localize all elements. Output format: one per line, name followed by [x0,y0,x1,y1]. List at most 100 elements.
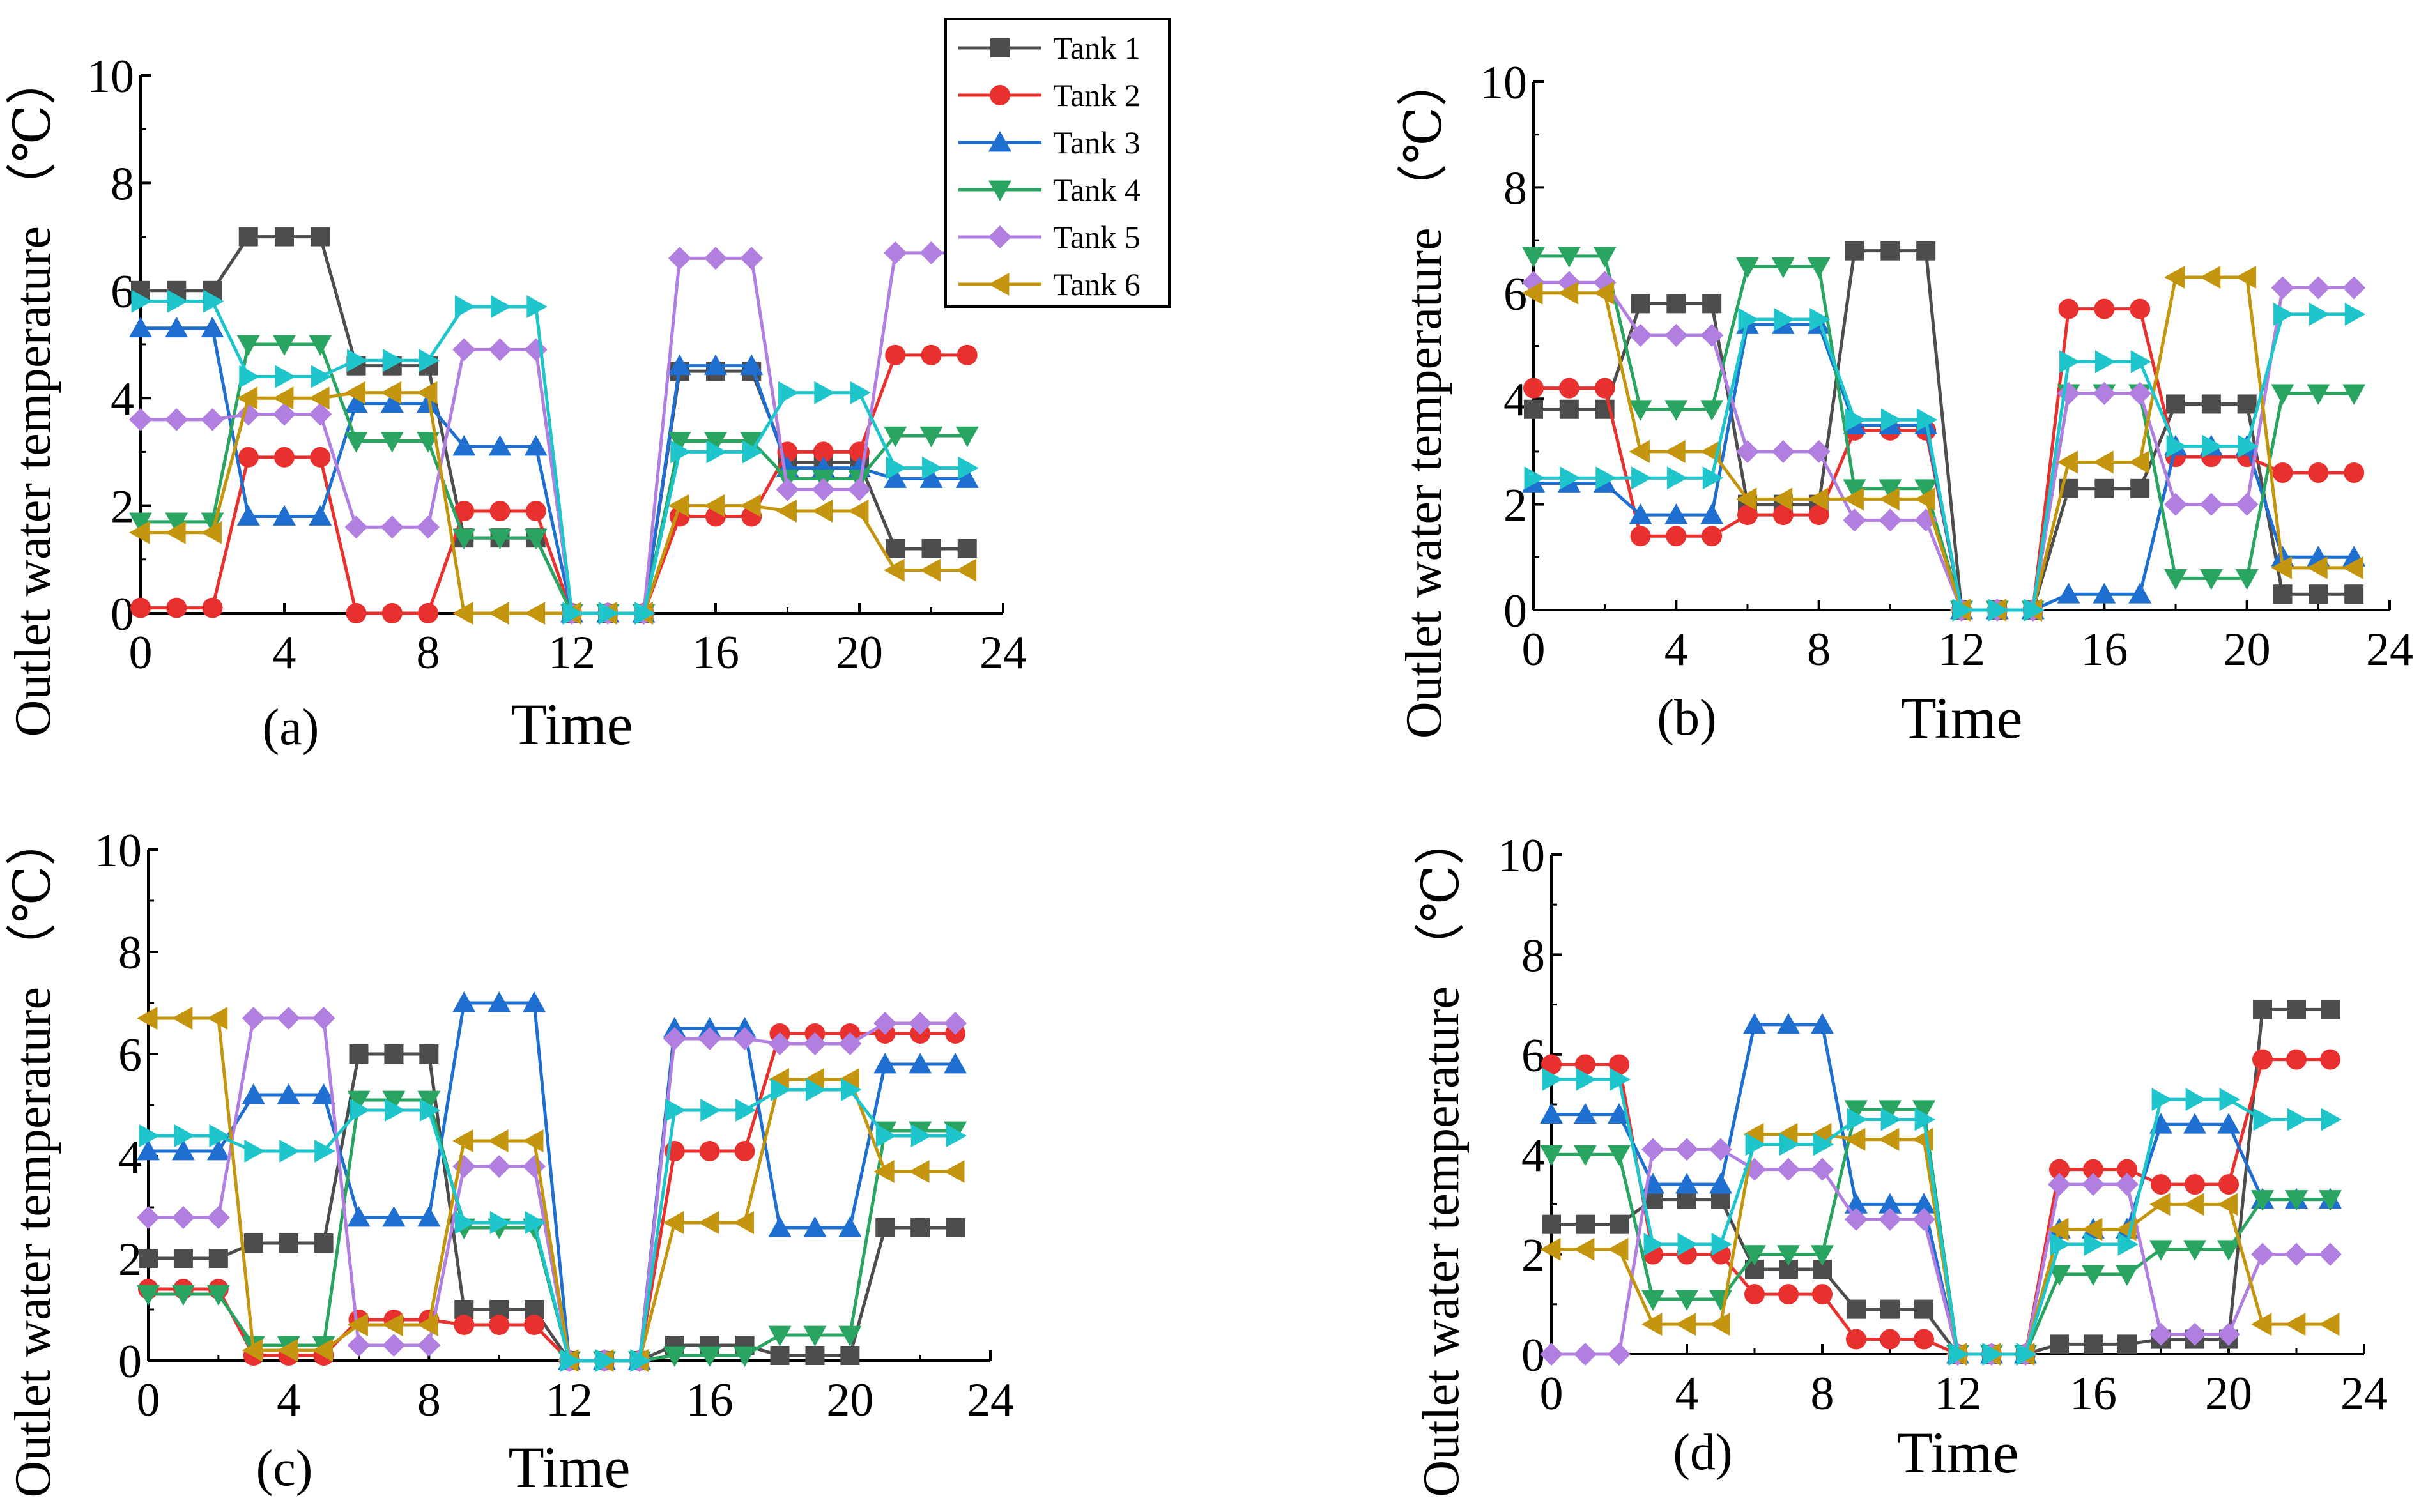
data-point [668,354,691,376]
data-point [1631,466,1652,490]
data-point [2183,1113,2206,1134]
data-point [201,408,224,431]
data-point [1574,1237,1595,1261]
series-line [148,1001,956,1363]
y-axis-label: Outlet water temperature （℃） [5,814,61,1497]
y-tick-label: 6 [118,1029,142,1081]
data-point [2128,583,2152,604]
data-point [206,1007,228,1030]
data-point [2116,1265,2139,1286]
data-point [1702,526,1723,547]
data-point [958,456,979,480]
x-tick-label: 4 [277,1374,300,1426]
data-point [885,344,906,365]
legend-item: Tank 6 [958,266,1141,302]
data-point [171,1206,195,1229]
data-point [2149,1193,2171,1216]
data-point [452,991,476,1012]
data-point [1675,1173,1698,1194]
data-point [201,512,224,533]
data-point [873,1012,897,1035]
data-point [385,1099,406,1122]
data-point [137,1285,160,1306]
data-point [2217,1193,2238,1216]
data-point [344,381,365,404]
data-point [347,349,368,372]
data-point [595,1349,616,1372]
data-point [2199,265,2221,289]
data-point [1608,1103,1631,1124]
data-point [1879,1100,1902,1121]
data-point [1540,1237,1561,1261]
data-point [173,1249,193,1268]
data-point [2251,1190,2274,1211]
data-point [848,500,869,523]
data-point [668,432,691,453]
data-point [733,1346,757,1367]
data-point [489,501,511,522]
data-point [1736,439,1759,463]
data-point [310,447,331,468]
data-point [2235,493,2259,516]
data-point [2285,1190,2308,1211]
data-point [2183,1240,2206,1261]
data-point [2344,462,2365,483]
data-point [1643,1232,1664,1256]
data-point [1811,1012,1834,1034]
series-tank-6 [1522,265,2363,622]
data-point [1771,487,1793,511]
data-point [1558,378,1579,399]
data-point [2093,583,2116,604]
legend-label: Tank 6 [1053,266,1141,302]
data-point [1774,308,1795,332]
data-point [1608,1145,1631,1166]
data-point [239,365,260,388]
data-point [2128,450,2149,474]
x-tick-label: 8 [417,627,440,679]
data-point [1664,323,1688,347]
data-point [2217,1322,2240,1346]
data-point [2202,434,2223,458]
data-point [1982,1343,2003,1366]
data-point [130,597,151,618]
data-point [1609,1054,1629,1075]
data-point [129,512,152,533]
data-point [380,381,402,404]
data-point [2252,1049,2273,1070]
data-point [2166,434,2187,458]
data-point [1912,1207,1935,1231]
data-point [2183,1322,2206,1346]
y-tick-label: 6 [1521,1030,1545,1082]
data-point [2059,350,2080,374]
y-tick-label: 0 [1521,1329,1545,1382]
data-point [380,432,404,453]
data-point [1845,1100,1868,1121]
data-point [2130,298,2151,319]
data-point [2235,265,2257,289]
data-point [2286,1049,2307,1070]
data-point [663,1027,686,1050]
data-point [2130,478,2150,498]
data-point [346,603,367,623]
data-point [2271,384,2294,405]
data-point [2024,599,2045,622]
data-point [1771,439,1795,463]
data-point [1524,466,1545,490]
series-tank-3 [137,991,967,1370]
data-point [165,316,188,338]
data-point [850,381,871,404]
data-point [663,1346,686,1367]
legend-item: Tank 1 [958,30,1141,66]
data-point [382,1090,406,1111]
data-point [2319,1313,2340,1336]
x-tick-label: 24 [967,1374,1014,1426]
data-point [1912,1127,1933,1151]
x-tick-label: 12 [1934,1368,1981,1420]
data-point [700,1099,721,1122]
data-point [489,1315,510,1335]
data-point [1702,294,1722,314]
data-point [955,426,979,448]
data-point [526,295,548,319]
data-point [1988,599,2009,622]
